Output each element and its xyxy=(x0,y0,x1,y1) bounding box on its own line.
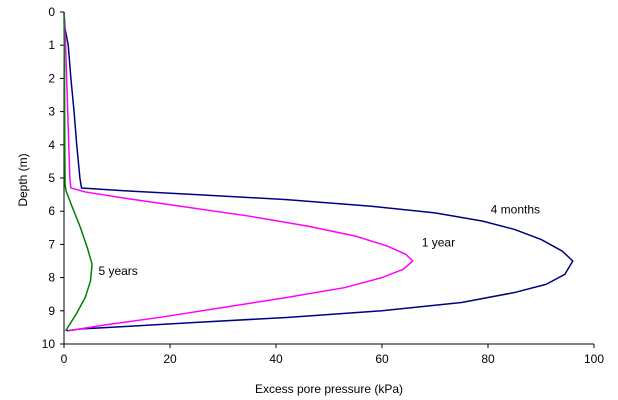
x-tick-label: 100 xyxy=(584,352,604,366)
y-tick-label: 7 xyxy=(48,237,55,251)
series-line-5-years xyxy=(63,11,93,332)
x-axis-title: Excess pore pressure (kPa) xyxy=(255,382,403,396)
y-tick-label: 6 xyxy=(48,204,55,218)
annotation-1-year: 1 year xyxy=(422,236,455,250)
series-group xyxy=(63,11,574,332)
y-tick-label: 8 xyxy=(48,271,55,285)
y-tick-label: 1 xyxy=(48,38,55,52)
y-tick-label: 3 xyxy=(48,105,55,119)
y-tick-label: 5 xyxy=(48,171,55,185)
series-line-1-year xyxy=(63,11,414,332)
y-tick-label: 0 xyxy=(48,5,55,19)
x-axis: 0 20 40 60 80 100 xyxy=(61,343,604,366)
x-tick-label: 80 xyxy=(481,352,495,366)
y-tick-label: 4 xyxy=(48,138,55,152)
annotations: 4 months 1 year 5 years xyxy=(98,203,540,278)
y-axis-title: Depth (m) xyxy=(16,153,30,206)
x-tick-label: 60 xyxy=(375,352,389,366)
annotation-4-months: 4 months xyxy=(491,203,540,217)
annotation-5-years: 5 years xyxy=(98,264,137,278)
x-tick-label: 40 xyxy=(269,352,283,366)
x-tick-label: 20 xyxy=(163,352,177,366)
y-axis: 0 1 2 3 4 5 6 7 8 9 10 xyxy=(42,5,65,351)
x-tick-label: 0 xyxy=(61,352,68,366)
y-tick-label: 2 xyxy=(48,71,55,85)
y-tick-label: 9 xyxy=(48,304,55,318)
series-line-4-months xyxy=(63,11,574,332)
y-tick-label: 10 xyxy=(42,337,56,351)
